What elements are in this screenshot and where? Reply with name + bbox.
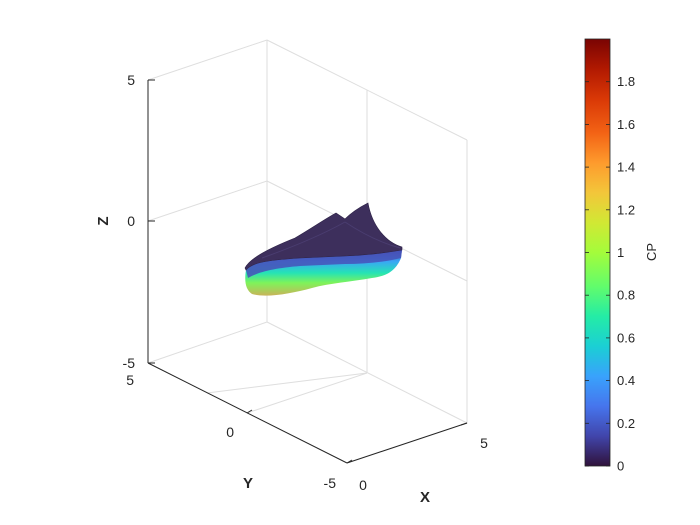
- surface-plot: [244, 202, 403, 296]
- colorbar-gradient: [584, 38, 611, 467]
- surface-rim: [246, 250, 402, 278]
- y-tick-label: 0: [226, 424, 234, 440]
- grid-line: [147, 39, 268, 81]
- x-axis-label: X: [420, 489, 430, 506]
- grid-line: [147, 321, 268, 364]
- colorbar-tick-label: 0.6: [617, 330, 635, 345]
- x-tick-label: 5: [480, 435, 488, 451]
- grid-line: [206, 372, 368, 394]
- colorbar-tick-label: 0.4: [617, 373, 635, 388]
- y-tick-labels: 5 0 -5: [126, 372, 336, 491]
- y-tick-label: -5: [324, 475, 337, 491]
- colorbar-tick-label: 1: [617, 245, 624, 260]
- x-tick-label: 0: [359, 477, 367, 493]
- colorbar-label: CP: [644, 243, 659, 261]
- colorbar-tick-label: 1.8: [617, 74, 635, 89]
- y-tick-label: 5: [126, 372, 134, 388]
- z-tick-labels: 5 0 -5: [123, 72, 136, 371]
- colorbar-tick-label: 1.6: [617, 117, 635, 132]
- x-axis-line: [346, 422, 468, 464]
- colorbar-tick-label: 0.2: [617, 416, 635, 431]
- colorbar-tick-label: 1.4: [617, 160, 635, 175]
- grid-line: [266, 39, 468, 141]
- colorbar-tick-label: 0.8: [617, 288, 635, 303]
- colorbar-tick-label: 1.2: [617, 202, 635, 217]
- z-tick-label: -5: [123, 355, 136, 371]
- grid-line: [266, 321, 468, 424]
- z-tick-label: 0: [127, 213, 135, 229]
- axis-lines: [147, 79, 468, 464]
- z-tick-label: 5: [127, 72, 135, 88]
- colorbar-tick-label: 0: [617, 459, 624, 474]
- colorbar: 0 0.2 0.4 0.6 0.8 1 1.2 1.4 1.6 1.8 CP: [584, 38, 659, 474]
- x-tick-labels: 0 5: [359, 435, 488, 493]
- grid-line: [147, 180, 268, 222]
- grid-line: [246, 372, 368, 414]
- y-axis-label: Y: [243, 475, 253, 492]
- z-axis-label: Z: [95, 216, 112, 225]
- surface-top: [244, 202, 403, 271]
- colorbar-ticks: 0 0.2 0.4 0.6 0.8 1 1.2 1.4 1.6 1.8: [585, 74, 635, 474]
- axes-box: [147, 39, 468, 424]
